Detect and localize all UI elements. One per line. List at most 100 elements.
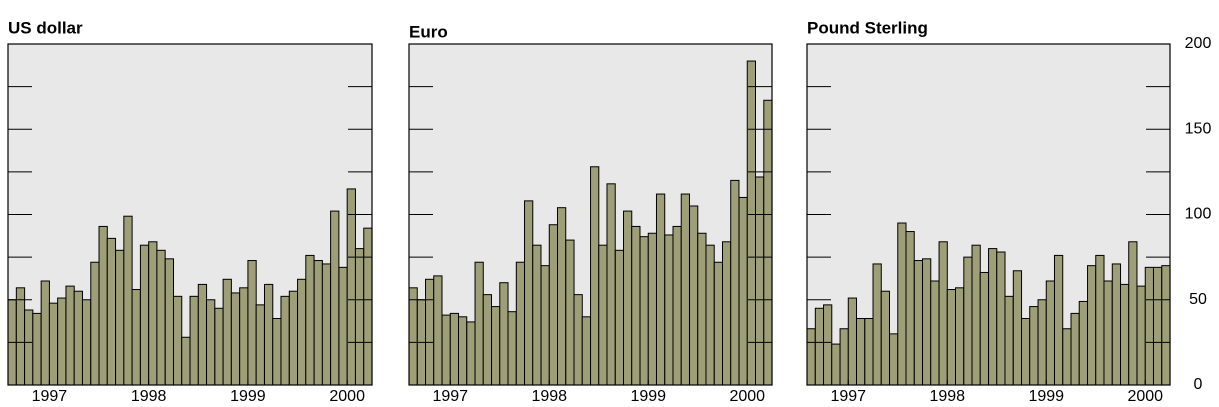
bar xyxy=(214,307,224,386)
bar xyxy=(73,290,83,386)
bar xyxy=(954,287,965,386)
bar xyxy=(491,306,501,386)
bar xyxy=(1037,299,1047,386)
bar xyxy=(65,285,75,386)
bar xyxy=(730,179,740,386)
y-tick-label: 50 xyxy=(1189,291,1207,308)
bar xyxy=(239,287,249,386)
bar xyxy=(148,241,158,386)
bar xyxy=(189,295,199,386)
bar xyxy=(705,244,715,386)
bar xyxy=(1062,328,1072,386)
bar xyxy=(996,251,1006,386)
bar xyxy=(814,307,825,386)
bar xyxy=(806,328,816,386)
bar xyxy=(288,290,299,386)
bar xyxy=(1029,306,1039,386)
bar xyxy=(689,205,699,386)
bar xyxy=(823,304,833,386)
bar xyxy=(639,236,649,386)
bar xyxy=(524,200,534,386)
bar xyxy=(222,278,232,386)
bar xyxy=(598,244,608,386)
bar xyxy=(839,328,849,386)
bar xyxy=(1161,265,1171,386)
bar xyxy=(230,292,241,386)
bar xyxy=(1111,263,1122,386)
bar xyxy=(1070,312,1080,386)
x-tick-label: 1998 xyxy=(131,388,167,405)
bar xyxy=(1053,254,1064,386)
bar xyxy=(1120,283,1130,386)
bar xyxy=(590,166,600,386)
x-tick-label: 1998 xyxy=(929,388,965,405)
bar xyxy=(172,295,183,386)
bar xyxy=(697,232,707,386)
panel-title: Pound Sterling xyxy=(807,18,928,37)
bar xyxy=(24,309,34,386)
bar xyxy=(57,297,67,386)
plot-frame xyxy=(806,43,1171,386)
bar xyxy=(664,234,674,386)
x-tick-label: 2000 xyxy=(729,388,765,405)
bar xyxy=(346,188,356,386)
bar xyxy=(457,316,468,386)
bar xyxy=(441,314,451,386)
bar xyxy=(106,237,117,386)
bar xyxy=(297,278,307,386)
bar xyxy=(321,263,332,386)
plot-frame xyxy=(7,43,373,386)
y-tick-label: 200 xyxy=(1185,35,1212,52)
bar xyxy=(913,260,924,386)
bar xyxy=(507,311,517,386)
bar xyxy=(363,227,373,386)
bar xyxy=(313,260,323,386)
bar xyxy=(963,256,973,386)
bar xyxy=(181,336,191,386)
x-tick-label: 1999 xyxy=(630,388,666,405)
bar xyxy=(164,258,175,386)
bar xyxy=(40,280,50,386)
bar xyxy=(1103,280,1113,386)
bar xyxy=(15,287,26,386)
bar xyxy=(738,196,748,386)
bar xyxy=(631,225,641,386)
bar xyxy=(482,294,492,386)
bar xyxy=(1078,300,1088,386)
bar xyxy=(1095,254,1105,386)
bar xyxy=(1021,318,1031,386)
bar xyxy=(905,231,915,386)
bar xyxy=(305,254,315,386)
bar xyxy=(864,318,874,386)
bar xyxy=(831,343,841,386)
bar xyxy=(623,210,633,386)
bar xyxy=(515,261,526,386)
bar xyxy=(263,283,274,386)
x-tick-label: 1998 xyxy=(531,388,567,405)
bar xyxy=(573,294,583,386)
bar xyxy=(1004,295,1014,386)
bar xyxy=(938,241,948,386)
bar xyxy=(98,225,108,386)
bar xyxy=(272,318,282,386)
bar xyxy=(581,316,591,386)
bar xyxy=(754,176,765,386)
bar xyxy=(32,312,42,386)
bar xyxy=(922,258,932,386)
bar xyxy=(979,271,989,386)
bar xyxy=(408,287,418,386)
bar xyxy=(713,261,724,386)
bar xyxy=(655,193,666,386)
x-tick-label: 1999 xyxy=(230,388,266,405)
bar xyxy=(722,241,732,386)
bar xyxy=(672,225,682,386)
bar xyxy=(1087,265,1097,386)
y-tick-label: 100 xyxy=(1185,206,1212,223)
bar xyxy=(48,302,59,386)
bar xyxy=(433,275,443,386)
bar xyxy=(1012,270,1023,386)
bar xyxy=(746,60,757,386)
panel-title: Euro xyxy=(409,22,448,41)
bar xyxy=(1045,280,1056,386)
